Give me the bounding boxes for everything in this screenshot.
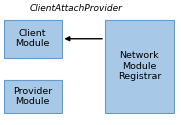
Text: Network
Module
Registrar: Network Module Registrar xyxy=(118,51,161,81)
Text: Provider
Module: Provider Module xyxy=(13,86,52,106)
FancyBboxPatch shape xyxy=(105,20,174,112)
FancyBboxPatch shape xyxy=(4,80,62,112)
FancyBboxPatch shape xyxy=(4,20,62,58)
Text: Client
Module: Client Module xyxy=(15,29,50,48)
Text: ClientAttachProvider: ClientAttachProvider xyxy=(30,4,123,13)
